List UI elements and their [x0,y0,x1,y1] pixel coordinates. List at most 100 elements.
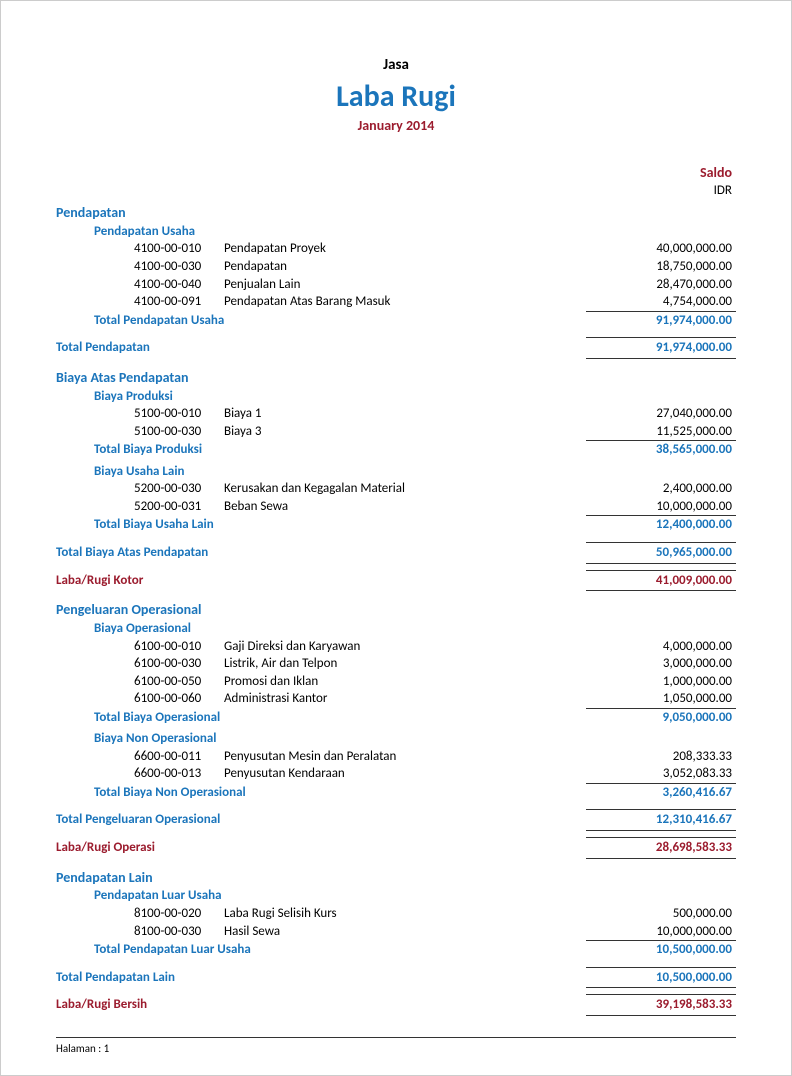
line-item: 6100-00-050Promosi dan Iklan1,000,000.00 [56,673,736,691]
account-description: Penjualan Lain [224,276,586,294]
group-title: Biaya Usaha Lain [56,463,736,481]
account-amount: 208,333.33 [586,748,736,766]
group-total-amount: 3,260,416.67 [586,783,736,802]
result-amount: 41,009,000.00 [586,570,736,592]
group-total-label: Total Biaya Operasional [94,709,586,727]
report-body: PendapatanPendapatan Usaha4100-00-010Pen… [56,204,736,1026]
company-name: Jasa [56,56,736,74]
line-item: 5100-00-030Biaya 311,525,000.00 [56,423,736,441]
account-amount: 500,000.00 [586,905,736,923]
result-label: Laba/Rugi Bersih [56,996,586,1014]
section-total-label: Total Pendapatan Lain [56,969,586,987]
section-title: Pendapatan [56,204,736,223]
account-description: Listrik, Air dan Telpon [224,655,586,673]
line-item: 8100-00-020Laba Rugi Selisih Kurs500,000… [56,905,736,923]
report-period: January 2014 [56,117,736,134]
report-page: Jasa Laba Rugi January 2014 Saldo IDR Pe… [0,0,792,1076]
result-amount: 39,198,583.33 [586,994,736,1016]
section-total: Total Pengeluaran Operasional12,310,416.… [56,809,736,831]
result-label: Laba/Rugi Operasi [56,839,586,857]
section-total: Total Biaya Atas Pendapatan50,965,000.00 [56,542,736,564]
group-title: Pendapatan Usaha [56,223,736,241]
account-description: Kerusakan dan Kegagalan Material [224,480,586,498]
account-description: Gaji Direksi dan Karyawan [224,638,586,656]
section-total-label: Total Pendapatan [56,339,586,357]
group-total-amount: 10,500,000.00 [586,940,736,959]
account-code: 5100-00-030 [134,423,224,441]
account-code: 8100-00-030 [134,923,224,941]
result-row: Laba/Rugi Bersih39,198,583.33 [56,994,736,1016]
line-item: 8100-00-030Hasil Sewa10,000,000.00 [56,923,736,941]
line-item: 6100-00-010Gaji Direksi dan Karyawan4,00… [56,638,736,656]
group-total: Total Biaya Produksi38,565,000.00 [56,440,736,459]
group-total-label: Total Biaya Usaha Lain [94,516,586,534]
group-total-label: Total Biaya Non Operasional [94,784,586,802]
account-amount: 3,000,000.00 [586,655,736,673]
account-code: 6600-00-011 [134,748,224,766]
result-label: Laba/Rugi Kotor [56,572,586,590]
section-total-amount: 10,500,000.00 [586,967,736,989]
account-description: Biaya 1 [224,405,586,423]
group-total-amount: 12,400,000.00 [586,515,736,534]
section-title-label: Pengeluaran Operasional [56,601,201,620]
group-total: Total Biaya Usaha Lain12,400,000.00 [56,515,736,534]
section-title: Pengeluaran Operasional [56,601,736,620]
line-item: 5200-00-031Beban Sewa10,000,000.00 [56,498,736,516]
account-description: Penyusutan Mesin dan Peralatan [224,748,586,766]
account-amount: 11,525,000.00 [586,423,736,441]
group-title: Pendapatan Luar Usaha [56,887,736,905]
group-total: Total Pendapatan Luar Usaha10,500,000.00 [56,940,736,959]
group-title-label: Biaya Operasional [94,620,191,638]
column-header-saldo: Saldo [56,164,736,181]
line-item: 6600-00-011Penyusutan Mesin dan Peralata… [56,748,736,766]
section-title-label: Pendapatan [56,204,126,223]
group-title: Biaya Produksi [56,388,736,406]
group-total: Total Biaya Non Operasional3,260,416.67 [56,783,736,802]
account-description: Administrasi Kantor [224,690,586,708]
group-total-label: Total Pendapatan Usaha [94,312,586,330]
account-code: 6100-00-050 [134,673,224,691]
account-amount: 18,750,000.00 [586,258,736,276]
group-title: Biaya Non Operasional [56,730,736,748]
section-total-label: Total Pengeluaran Operasional [56,811,586,829]
account-amount: 10,000,000.00 [586,498,736,516]
section-total-label: Total Biaya Atas Pendapatan [56,544,586,562]
line-item: 6600-00-013Penyusutan Kendaraan3,052,083… [56,765,736,783]
line-item: 6100-00-030Listrik, Air dan Telpon3,000,… [56,655,736,673]
account-description: Biaya 3 [224,423,586,441]
group-total-amount: 9,050,000.00 [586,708,736,727]
section-title: Biaya Atas Pendapatan [56,369,736,388]
account-amount: 40,000,000.00 [586,240,736,258]
account-description: Beban Sewa [224,498,586,516]
account-code: 4100-00-091 [134,293,224,311]
line-item: 5200-00-030Kerusakan dan Kegagalan Mater… [56,480,736,498]
account-amount: 27,040,000.00 [586,405,736,423]
account-description: Hasil Sewa [224,923,586,941]
group-title: Biaya Operasional [56,620,736,638]
account-code: 5200-00-031 [134,498,224,516]
group-title-label: Pendapatan Luar Usaha [94,887,222,905]
line-item: 5100-00-010Biaya 127,040,000.00 [56,405,736,423]
account-amount: 10,000,000.00 [586,923,736,941]
account-code: 4100-00-040 [134,276,224,294]
page-number: Halaman : 1 [56,1042,109,1055]
group-title-label: Biaya Produksi [94,388,173,406]
currency-label: IDR [56,183,736,198]
account-description: Penyusutan Kendaraan [224,765,586,783]
account-description: Promosi dan Iklan [224,673,586,691]
account-code: 4100-00-010 [134,240,224,258]
line-item: 6100-00-060Administrasi Kantor1,050,000.… [56,690,736,708]
account-amount: 4,754,000.00 [586,293,736,311]
account-description: Pendapatan Atas Barang Masuk [224,293,586,311]
account-code: 6100-00-060 [134,690,224,708]
line-item: 4100-00-010Pendapatan Proyek40,000,000.0… [56,240,736,258]
account-amount: 1,050,000.00 [586,690,736,708]
section-total-amount: 91,974,000.00 [586,337,736,359]
page-footer: Halaman : 1 [56,1037,736,1055]
group-total-amount: 38,565,000.00 [586,440,736,459]
section-title-label: Pendapatan Lain [56,869,153,888]
result-row: Laba/Rugi Kotor41,009,000.00 [56,570,736,592]
section-title-label: Biaya Atas Pendapatan [56,369,189,388]
report-title: Laba Rugi [56,78,736,115]
account-amount: 4,000,000.00 [586,638,736,656]
